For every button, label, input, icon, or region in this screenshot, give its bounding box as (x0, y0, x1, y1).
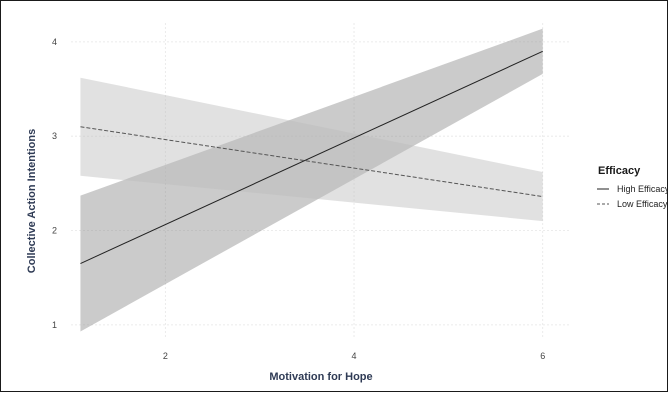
series-line-0 (80, 50, 543, 264)
legend-label-0: High Efficacy (617, 184, 668, 194)
legend-label-1: Low Efficacy (617, 199, 668, 209)
y-tick-label-3: 4 (52, 37, 57, 47)
y-axis-title: Collective Action Intentions (26, 129, 38, 273)
y-tick-label-2: 3 (52, 131, 57, 141)
series-lines (80, 50, 543, 264)
confidence-bands (80, 28, 543, 332)
y-tick-label-1: 2 (52, 226, 57, 236)
y-tick-label-0: 1 (52, 320, 57, 330)
x-tick-label-0: 2 (163, 351, 168, 361)
x-tick-label-2: 6 (540, 351, 545, 361)
confidence-band-1 (80, 77, 543, 222)
x-tick-label-1: 4 (352, 351, 357, 361)
legend: Efficacy High Efficacy Low Efficacy (597, 165, 668, 209)
tick-labels: 2 4 6 1 2 3 4 (52, 37, 545, 361)
x-axis-title: Motivation for Hope (269, 371, 372, 383)
grid (71, 23, 571, 339)
legend-title: Efficacy (598, 165, 641, 177)
